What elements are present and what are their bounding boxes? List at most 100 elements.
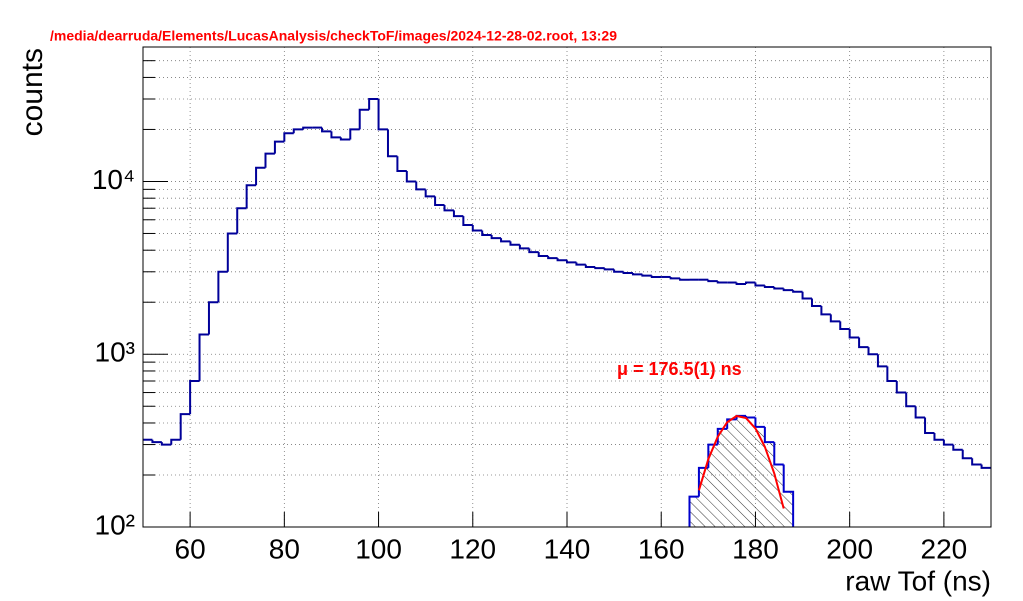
histogram-bin xyxy=(773,286,784,290)
histogram-bin xyxy=(537,252,549,258)
histogram-bin xyxy=(273,140,285,154)
hatched-bin xyxy=(727,419,737,527)
histogram-bin xyxy=(349,128,360,140)
histogram-bin xyxy=(490,234,502,240)
histogram-bin xyxy=(509,241,520,246)
histogram-bin xyxy=(782,288,794,292)
histogram-bin xyxy=(584,264,596,268)
histogram-bin xyxy=(481,230,492,236)
histogram-bin xyxy=(914,406,926,419)
x-tick-label: 220 xyxy=(921,533,968,564)
histogram-bin xyxy=(151,439,162,444)
histogram-bin xyxy=(829,314,841,323)
annotation: μ = 176.5(1) ns xyxy=(617,359,742,379)
histogram-bin xyxy=(716,281,728,284)
histogram-bin xyxy=(603,268,615,271)
histogram-bin xyxy=(745,415,756,419)
histogram-bin xyxy=(330,131,341,139)
x-tick-label: 120 xyxy=(449,533,496,564)
histogram-bin xyxy=(735,282,747,285)
histogram-bin xyxy=(631,273,643,276)
histogram-bin xyxy=(754,282,765,287)
histogram-bin xyxy=(547,256,558,260)
histogram-bin xyxy=(594,266,605,270)
y-tick-label: 10³ xyxy=(95,337,135,368)
y-tick-label: 10² xyxy=(95,509,135,540)
hatched-bin xyxy=(774,464,784,527)
histogram-bin xyxy=(434,196,445,207)
histogram-bin xyxy=(556,258,567,262)
x-tick-label: 140 xyxy=(544,533,591,564)
histogram-bin xyxy=(839,321,850,330)
histogram-bin xyxy=(321,127,332,133)
histogram-bin xyxy=(358,108,370,130)
histogram-bin xyxy=(745,281,756,284)
histogram-bin xyxy=(575,262,586,266)
histogram-bin xyxy=(858,337,869,349)
y-tick-label: 10⁴ xyxy=(92,164,135,195)
histogram-bin xyxy=(961,449,973,460)
hatched-bin xyxy=(698,467,709,527)
histogram-bin xyxy=(226,232,238,272)
histogram-bin xyxy=(283,132,294,142)
histogram-bin xyxy=(302,126,313,130)
histogram-bin xyxy=(773,442,784,466)
histogram-bin xyxy=(763,426,775,444)
histogram-bin xyxy=(820,306,831,316)
histogram-bin xyxy=(650,275,662,278)
hatched-bin xyxy=(783,491,794,527)
histogram-bin xyxy=(518,244,530,250)
fit-curve xyxy=(697,414,785,509)
histogram-bin xyxy=(415,181,426,191)
histogram-bin xyxy=(500,238,511,243)
histogram-bin xyxy=(462,216,473,226)
histogram-bin xyxy=(236,207,247,234)
hatched-bin xyxy=(764,442,775,527)
histogram-bin xyxy=(924,417,935,434)
hatched-bin xyxy=(689,496,699,527)
histogram-bin xyxy=(867,347,878,356)
histogram-bin xyxy=(377,99,388,131)
histogram-bin xyxy=(782,464,795,527)
histogram-bin xyxy=(217,270,228,303)
histogram-bin xyxy=(726,418,737,429)
histogram-bin xyxy=(292,128,304,134)
x-tick-label: 100 xyxy=(355,533,402,564)
histogram-bin xyxy=(933,432,944,441)
chart-title: /media/dearruda/Elements/LucasAnalysis/c… xyxy=(50,28,617,44)
x-axis-label: raw Tof (ns) xyxy=(845,565,991,596)
histogram-bin xyxy=(255,166,266,186)
plot-frame xyxy=(142,46,992,528)
hatched-bin xyxy=(746,417,756,527)
histogram-bin xyxy=(245,184,257,209)
histogram-bin xyxy=(905,392,916,408)
histogram-bin xyxy=(471,224,483,232)
histogram-bin xyxy=(179,413,191,440)
histogram-bin xyxy=(386,129,398,158)
histogram-bin xyxy=(886,366,897,382)
histogram-bin xyxy=(895,380,907,394)
histogram-bin xyxy=(942,439,954,446)
histogram-bin xyxy=(339,137,351,141)
histogram-bin xyxy=(368,98,379,110)
histogram-bin xyxy=(754,417,765,428)
histogram-bin xyxy=(707,279,718,283)
histogram-bin xyxy=(641,274,652,277)
histogram-bin xyxy=(160,442,172,446)
histogram-bin xyxy=(669,276,681,280)
histogram-bin xyxy=(952,444,963,451)
histogram-bin xyxy=(971,458,982,466)
hatched-bin xyxy=(708,444,718,527)
x-tick-label: 200 xyxy=(826,533,873,564)
histogram-bin xyxy=(763,285,775,288)
hatched-bin xyxy=(755,426,765,527)
hatched-bin xyxy=(717,428,728,527)
histogram-bin xyxy=(452,210,464,218)
x-tick-label: 60 xyxy=(175,533,206,564)
histogram-bin xyxy=(443,205,454,212)
histogram-bin xyxy=(396,156,407,172)
x-tick-label: 180 xyxy=(732,533,779,564)
histogram-bin xyxy=(688,495,699,527)
hatched-bin xyxy=(736,415,747,527)
